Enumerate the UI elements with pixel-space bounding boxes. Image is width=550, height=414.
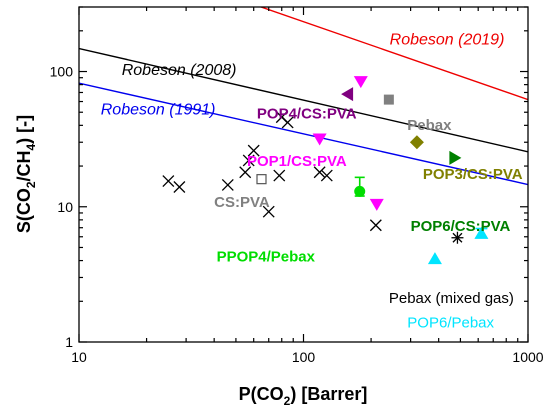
point-pop1-cs-pva (369, 198, 384, 211)
point-cs-pva (313, 166, 326, 179)
point-pebax (383, 94, 394, 105)
annotation-pop6-cs-pva: POP6/CS:PVA (411, 218, 511, 235)
x-marker-stroke (162, 175, 175, 187)
point-cs-pva (369, 219, 382, 232)
y-tick-label: 100 (50, 64, 74, 80)
upper-bound-lines (79, 7, 528, 186)
chart-labels: Robeson (1991) Robeson (2008) Robeson (201… (101, 31, 523, 331)
upper-bound-label-robeson-1991: Robeson (1991) (101, 102, 216, 119)
upper-bound-line-robeson-2008 (79, 47, 528, 153)
annotation-pebax-mixed-gas: Pebax (mixed gas) (389, 290, 514, 307)
point-cs-pva (247, 144, 260, 157)
asterisk-stroke (452, 232, 463, 243)
point-pop1-cs-pva (353, 76, 368, 89)
annotation-ppop4-pebax: PPOP4/Pebax (217, 248, 316, 265)
point-cs-pva (273, 169, 286, 182)
point-cs-pva (242, 154, 255, 167)
x-marker-stroke (247, 144, 260, 157)
x-marker-stroke (313, 166, 326, 179)
x-marker-stroke (273, 169, 286, 182)
point-pop6-cs-pva (449, 150, 462, 165)
upper-bound-line-robeson-1991 (79, 82, 528, 186)
point-cs-pva (256, 174, 267, 185)
annotation-pop1-cs-pva: POP1/CS:PVA (247, 153, 347, 170)
x-tick-label: 100 (292, 349, 316, 365)
point-cs-pva (173, 181, 186, 193)
point-ppop4-pebax (354, 185, 366, 197)
point-cs-pva (281, 116, 294, 129)
y-tick-label: 1 (65, 334, 73, 350)
point-pebax-mixed-gas (451, 231, 464, 244)
y-axis-title: S(CO2/CH4) [-] (14, 115, 38, 233)
point-cs-pva (162, 175, 175, 187)
point-cs-pva (262, 205, 275, 218)
annotation-pop4-cs-pva: POP4/CS:PVA (257, 105, 357, 122)
upper-bound-label-robeson-2008: Robeson (2008) (122, 62, 237, 79)
point-cs-pva (320, 169, 333, 182)
x-marker-stroke (369, 219, 382, 232)
annotation-pebax: Pebax (407, 117, 452, 134)
y-tick-label: 10 (57, 199, 73, 215)
upper-bound-line-robeson-2019 (259, 7, 528, 101)
x-marker-stroke (221, 178, 234, 191)
x-marker-stroke (320, 169, 333, 182)
point-pop1-cs-pva (312, 133, 327, 146)
point-cs-pva (221, 178, 234, 191)
upper-bound-label-robeson-2019: Robeson (2019) (390, 31, 505, 48)
x-tick-label: 10 (71, 349, 87, 365)
point-pop3-cs-pva (409, 135, 424, 150)
point-cs-pva (239, 166, 252, 179)
x-marker-stroke (242, 154, 255, 167)
data-points (162, 76, 489, 265)
annotation-cs-pva: CS:PVA (214, 194, 270, 211)
annotation-pop6-pebax: POP6/Pebax (407, 315, 494, 332)
x-marker-stroke (262, 205, 275, 218)
point-pop6-pebax (474, 226, 489, 239)
x-tick-label: 1000 (512, 349, 543, 365)
point-pop6-pebax (427, 252, 442, 265)
x-marker-stroke (275, 111, 288, 124)
annotation-pop3-cs-pva: POP3/CS:PVA (423, 166, 523, 183)
x-axis-title: P(CO2) [Barrer] (239, 384, 368, 408)
x-marker-stroke (173, 181, 186, 193)
point-pop4-cs-pva (341, 87, 354, 102)
x-marker-stroke (239, 166, 252, 179)
x-marker-stroke (281, 116, 294, 129)
